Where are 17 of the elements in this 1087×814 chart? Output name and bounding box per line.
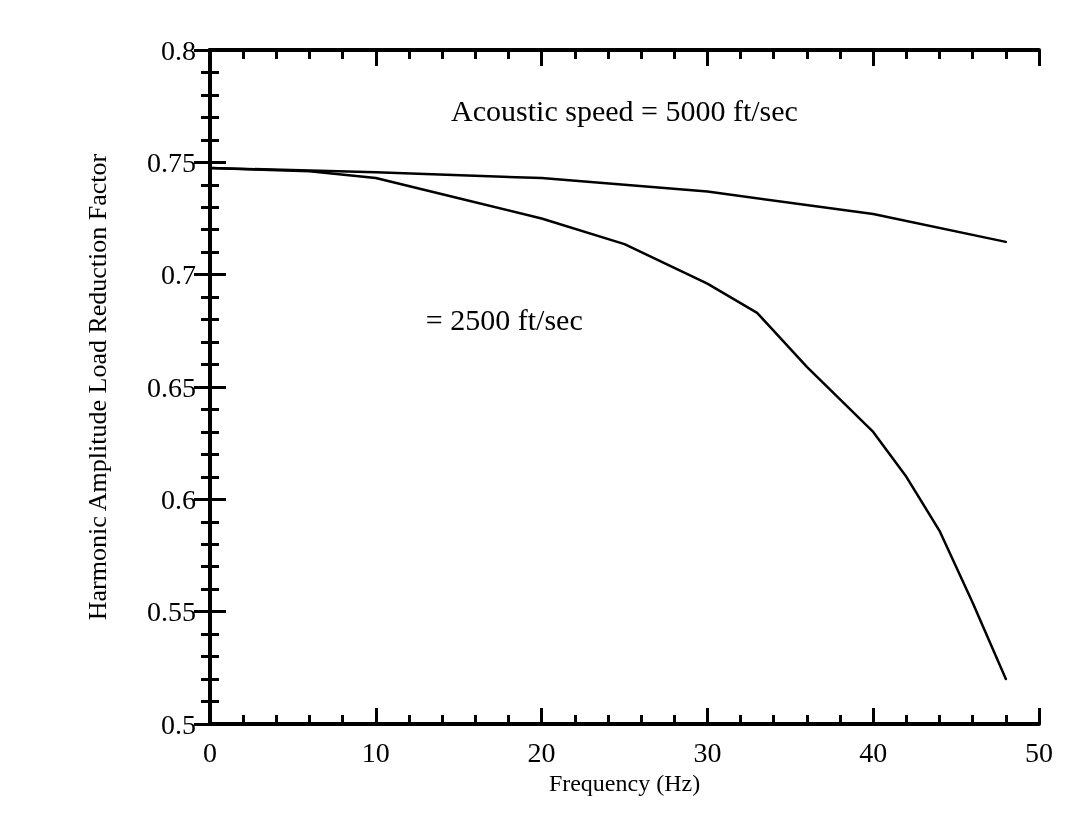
y-tick-label: 0.55 (147, 596, 196, 628)
x-tick-label: 30 (693, 736, 722, 768)
annotation: Acoustic speed = 5000 ft/sec (451, 94, 798, 128)
y-tick-label: 0.8 (161, 34, 196, 66)
y-tick-label: 0.7 (161, 259, 196, 291)
x-tick-label: 50 (1025, 736, 1053, 768)
x-tick-label: 40 (859, 736, 888, 768)
x-axis-title: Frequency (Hz) (548, 769, 701, 796)
x-tick-label: 20 (527, 736, 556, 768)
y-axis-title: Harmonic Amplitude Load Reduction Factor (82, 153, 112, 621)
y-tick-label: 0.75 (147, 146, 196, 178)
x-tick-label: 0 (203, 736, 217, 768)
y-tick-label: 0.6 (161, 483, 196, 515)
x-tick-label: 10 (361, 736, 390, 768)
y-tick-label: 0.65 (147, 371, 196, 403)
y-tick-label: 0.5 (161, 708, 196, 740)
annotation: = 2500 ft/sec (425, 303, 583, 337)
